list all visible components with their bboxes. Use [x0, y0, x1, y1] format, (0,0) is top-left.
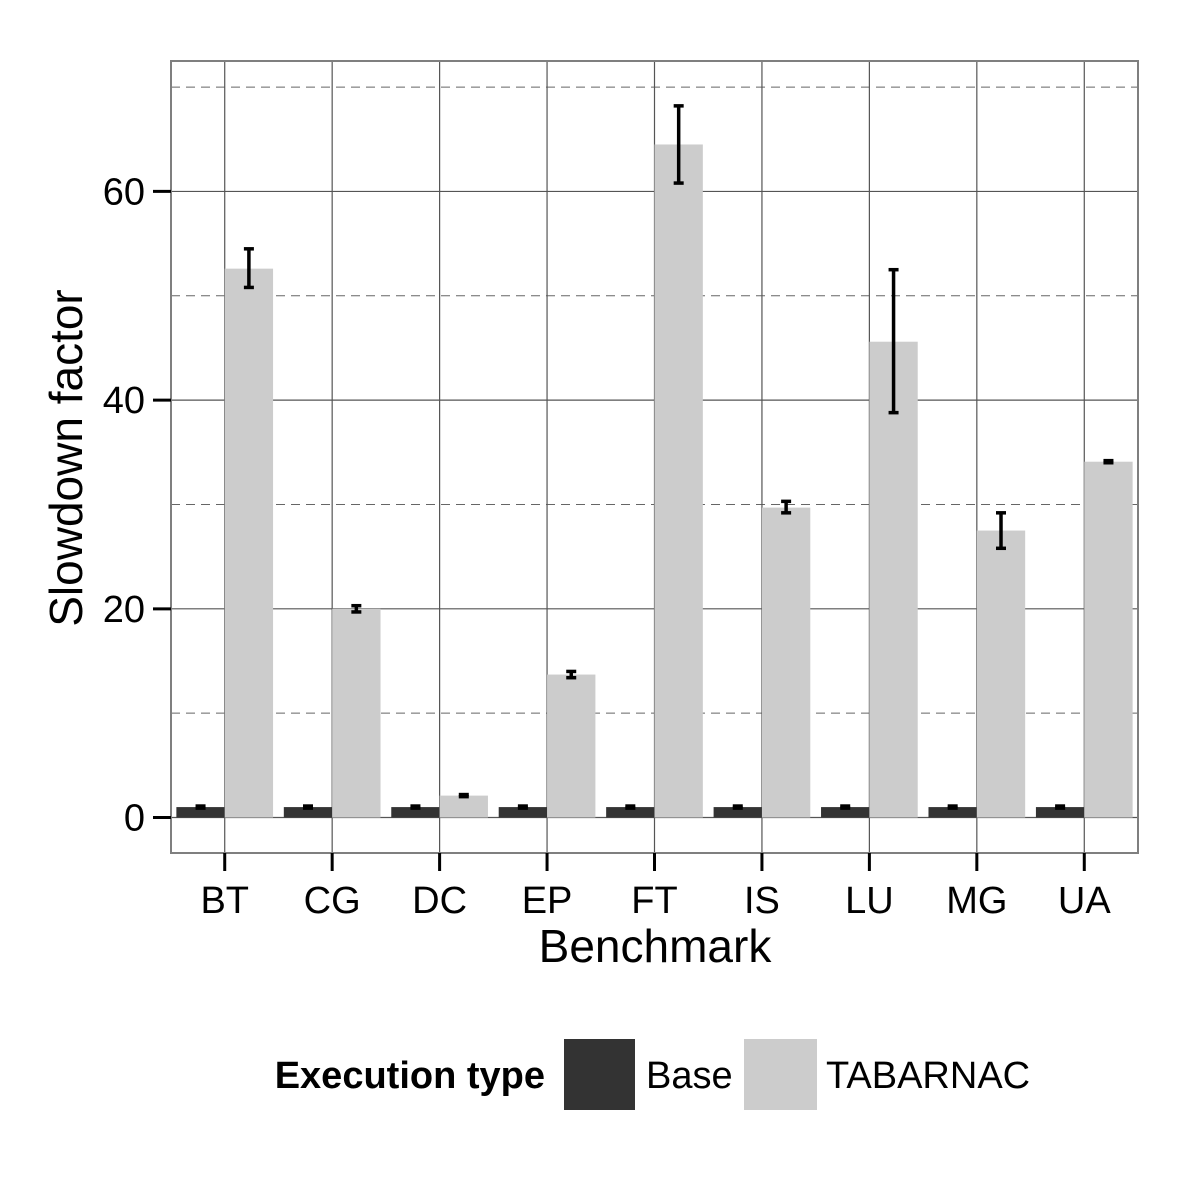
bar-tabarnac-mg	[976, 530, 1026, 818]
x-tick-label: DC	[412, 880, 467, 922]
bar-base-ft	[606, 807, 655, 818]
bar-tabarnac-ft	[654, 144, 703, 818]
y-axis: 0 20 40 60	[103, 171, 171, 840]
bar-tabarnac-ep	[547, 674, 596, 818]
legend-swatch-base	[562, 1037, 637, 1112]
legend-label-tabarnac: TABARNAC	[826, 1055, 1030, 1097]
bar-base-bt	[176, 807, 225, 818]
bar-tabarnac-lu	[869, 341, 918, 818]
error-bars-layer	[195, 104, 1114, 810]
bar-base-lu	[821, 807, 870, 818]
bar-tabarnac-ua	[1084, 461, 1133, 818]
legend-label-base: Base	[646, 1055, 733, 1097]
x-tick-label: MG	[946, 880, 1007, 922]
x-tick-label: BT	[200, 880, 249, 922]
y-tick-label: 40	[103, 380, 145, 422]
y-tick-label: 60	[103, 171, 145, 213]
y-axis-title: Slowdown factor	[40, 289, 92, 627]
x-tick-label: EP	[522, 880, 573, 922]
bar-tabarnac-cg	[332, 608, 381, 818]
x-tick-label: FT	[631, 880, 677, 922]
bar-tabarnac-bt	[224, 268, 274, 818]
bars-layer	[176, 144, 1133, 818]
x-tick-label: LU	[845, 880, 894, 922]
bar-base-is	[713, 807, 762, 818]
x-tick-label: IS	[744, 880, 780, 922]
legend-title: Execution type	[275, 1055, 545, 1097]
bar-base-cg	[283, 807, 333, 818]
x-tick-label: CG	[304, 880, 361, 922]
bar-base-ep	[498, 807, 548, 818]
bar-base-mg	[928, 807, 977, 818]
legend-swatch-tabarnac	[742, 1037, 819, 1112]
y-tick-label: 0	[124, 798, 145, 840]
bar-tabarnac-dc	[439, 795, 488, 818]
x-axis-title: Benchmark	[539, 920, 773, 972]
legend: Execution type Base TABARNAC	[275, 1037, 1030, 1112]
x-tick-label: UA	[1058, 880, 1111, 922]
x-axis: BT CG DC EP FT IS LU MG UA	[200, 853, 1111, 922]
bar-tabarnac-is	[761, 507, 811, 818]
bar-base-ua	[1035, 807, 1085, 818]
y-tick-label: 20	[103, 589, 145, 631]
bar-base-dc	[391, 807, 440, 818]
